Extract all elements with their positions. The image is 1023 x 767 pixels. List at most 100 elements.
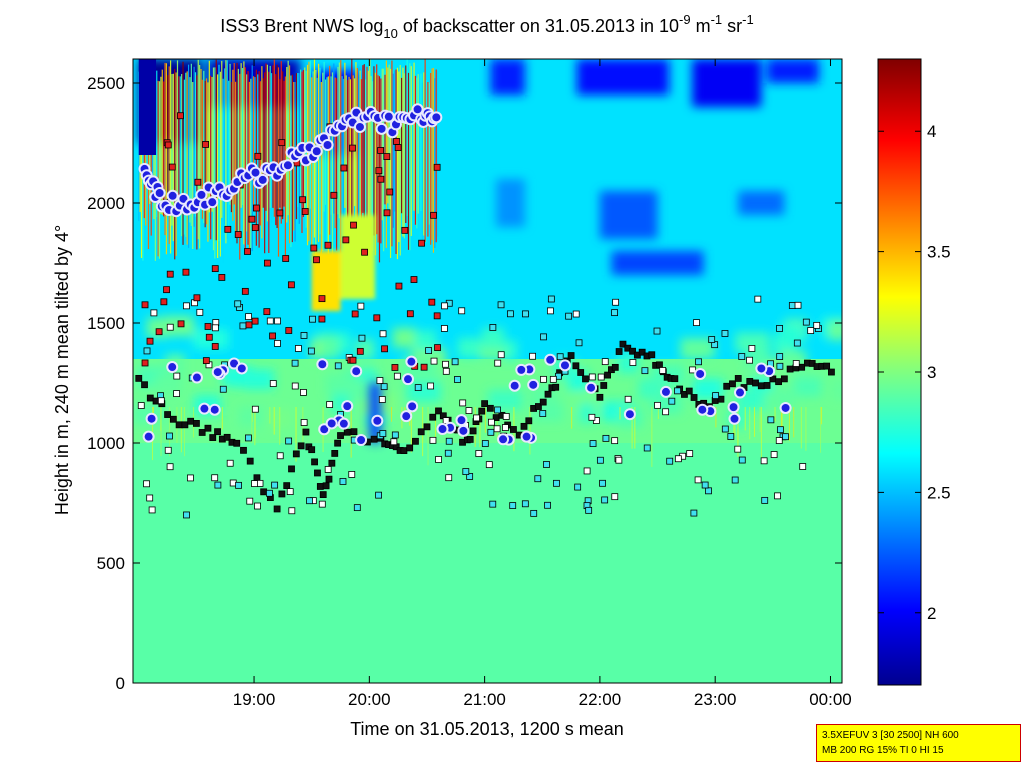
x-tick-label: 20:00 [348, 690, 391, 709]
cloud-marker [251, 224, 259, 232]
cloud-marker [430, 211, 437, 219]
aerosol-marker [780, 375, 788, 383]
detection-marker [380, 383, 388, 391]
cloud-marker [350, 221, 357, 229]
aerosol-marker [656, 361, 663, 369]
cloud-marker [310, 244, 318, 252]
detection-marker [575, 339, 583, 347]
detection-marker [465, 407, 473, 414]
cloud-marker [383, 209, 391, 217]
aerosol-marker [260, 488, 268, 496]
cloud-base-dot [281, 159, 294, 172]
detection-marker [487, 418, 495, 426]
aerosol-marker [181, 421, 189, 429]
cloud-base-dot [405, 355, 418, 368]
cloud-base-dot [190, 371, 203, 384]
detection-marker [754, 295, 762, 303]
detection-marker [445, 474, 453, 482]
detection-marker [196, 308, 204, 316]
aerosol-marker [648, 351, 656, 359]
aerosol-marker [288, 465, 295, 473]
detection-marker [674, 387, 681, 395]
aerosol-marker [429, 413, 437, 421]
cloud-marker [433, 312, 441, 320]
aerosol-marker [466, 436, 474, 443]
cloud-marker [361, 248, 369, 256]
detection-marker [788, 302, 796, 309]
detection-marker [214, 481, 222, 489]
aerosol-marker [478, 407, 486, 415]
cloud-base-dot [779, 401, 792, 414]
detection-marker [414, 384, 422, 391]
detection-marker [339, 478, 347, 485]
aerosol-marker [638, 348, 646, 356]
aerosol-marker [510, 426, 517, 433]
cloud-base-dot [623, 408, 636, 421]
cloud-marker [160, 298, 168, 306]
cloud-base-dot [728, 412, 741, 425]
detection-marker [693, 319, 700, 327]
detection-marker [425, 347, 433, 354]
detection-marker [143, 480, 150, 488]
aerosol-marker [331, 450, 339, 457]
cloud-base-dot [208, 403, 221, 416]
detection-marker [721, 425, 729, 433]
cloud-marker [394, 144, 402, 151]
detection-marker [429, 436, 437, 444]
x-tick-label: 23:00 [694, 690, 737, 709]
cloud-base-dot [527, 378, 540, 391]
cloud-marker [234, 231, 242, 238]
aerosol-marker [481, 400, 489, 408]
detection-marker [487, 428, 495, 436]
detection-marker [721, 330, 729, 337]
cloud-marker [166, 270, 174, 278]
aerosol-marker [187, 417, 195, 425]
detection-marker [266, 317, 274, 325]
cloud-marker [146, 337, 154, 345]
aerosol-marker [775, 378, 782, 386]
cloud-marker [434, 344, 441, 351]
detection-marker [589, 440, 597, 447]
cloud-base-dot [411, 103, 424, 116]
cloud-base-dot [235, 362, 248, 375]
aerosol-marker [253, 474, 261, 482]
detection-marker [497, 351, 505, 359]
plot-area [133, 59, 842, 683]
cloud-marker [418, 239, 426, 247]
cloud-marker [410, 276, 418, 283]
detection-marker [601, 358, 609, 366]
aerosol-marker [567, 352, 575, 359]
cloud-base-dot [457, 424, 470, 437]
aerosol-marker [334, 439, 342, 447]
cloud-marker [383, 153, 391, 160]
detection-marker [269, 380, 277, 387]
cloud-base-dot [198, 402, 211, 415]
cloud-marker [381, 345, 388, 353]
detection-marker [324, 466, 332, 473]
detection-marker [793, 339, 801, 347]
detection-marker [738, 456, 746, 464]
aerosol-marker [469, 427, 477, 435]
aerosol-marker [311, 458, 318, 466]
cloud-base-dot [166, 361, 179, 374]
cloud-marker [241, 287, 249, 295]
detection-marker [689, 366, 697, 374]
cloud-marker [248, 215, 256, 223]
detection-marker [799, 463, 807, 470]
detection-marker [375, 491, 382, 499]
detection-marker [173, 372, 181, 380]
detection-marker [611, 493, 619, 501]
detection-marker [378, 396, 386, 403]
colorbar-tick-label: 2.5 [927, 483, 951, 502]
detection-marker [712, 392, 720, 399]
cloud-marker [349, 144, 356, 152]
detection-marker [506, 310, 514, 318]
cloud-marker [278, 139, 286, 147]
detection-marker [286, 488, 294, 496]
detection-marker [643, 444, 651, 452]
detection-marker [157, 397, 165, 405]
cloud-base-dot [694, 367, 707, 380]
cloud-base-dot [400, 410, 413, 423]
aerosol-marker [734, 375, 742, 382]
cloud-marker [287, 281, 295, 289]
